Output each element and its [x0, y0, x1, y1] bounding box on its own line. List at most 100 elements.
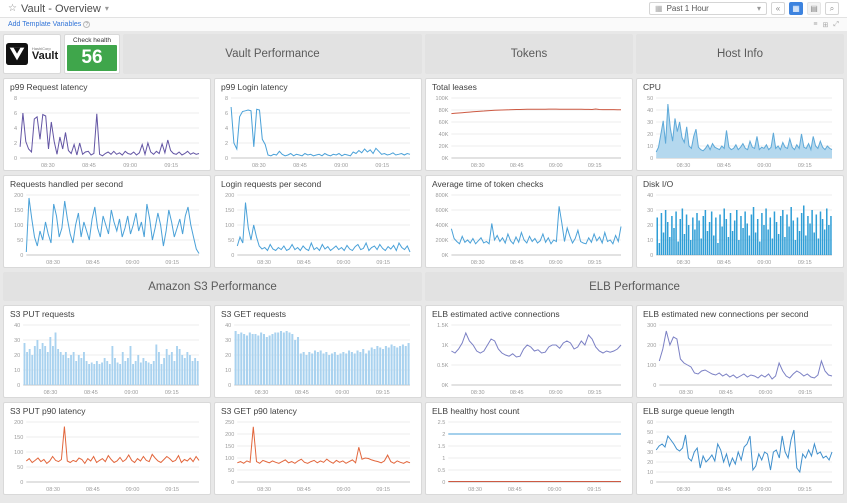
title-caret-down-icon[interactable]: ▾ — [104, 4, 109, 13]
panel-login-requests-per-second[interactable]: Login requests per second 0 50 100 150 200 08… — [214, 175, 422, 268]
check-health-label: Check health — [73, 37, 111, 44]
panel-average-time-of-token-checks[interactable]: Average time of token checks 0K 200K 400K 6… — [425, 175, 633, 268]
panel-s3-put-p90-latency[interactable]: S3 PUT p90 latency 0 50 100 150 200 08:30 08:4… — [3, 402, 211, 495]
svg-text:50: 50 — [17, 465, 23, 471]
svg-text:200: 200 — [647, 343, 656, 349]
line-chart[interactable]: 0 0.5 1 1.5 2 2.5 08:30 08:45 09:00 09:15 — [432, 418, 626, 493]
bar-chart[interactable]: 0 10 20 30 40 08:30 08:45 09:00 09:15 — [10, 321, 204, 396]
svg-text:08:45: 08:45 — [510, 260, 524, 266]
check-health-widget[interactable]: Check health 56 — [64, 34, 120, 74]
svg-text:09:15: 09:15 — [588, 390, 602, 396]
grid-view-button[interactable]: ▦ — [789, 2, 803, 15]
panel-elb-surge-queue-length[interactable]: ELB surge queue length 0 10 20 30 40 50 60 08:3… — [636, 402, 844, 495]
add-template-variables-link[interactable]: Add Template Variables ? — [8, 21, 91, 28]
svg-text:40K: 40K — [439, 132, 449, 138]
panel-title: Disk I/O — [643, 179, 674, 189]
svg-text:2: 2 — [225, 141, 228, 147]
panel-s3-get-p90-latency[interactable]: S3 GET p90 latency 0 50 100 150 200 250 08:30 0… — [214, 402, 422, 495]
svg-text:09:15: 09:15 — [587, 487, 601, 493]
svg-text:09:00: 09:00 — [549, 260, 563, 266]
list-view-button[interactable]: ▤ — [807, 2, 821, 15]
fullscreen-icon[interactable]: ⤢ — [833, 20, 839, 28]
panel-disk-io[interactable]: Disk I/O 0 10 20 30 40 08:30 08:45 09:00 09:15 — [636, 175, 844, 268]
dashboard-grid: HashiCorp Vault Check health 56 Vault Pe… — [0, 31, 847, 498]
svg-text:100: 100 — [225, 456, 234, 462]
panel-title: S3 PUT p90 latency — [10, 406, 86, 416]
svg-text:10: 10 — [14, 368, 20, 374]
bar-chart[interactable]: 0 10 20 30 40 08:30 08:45 09:00 09:15 — [221, 321, 415, 396]
panel-elb-estimated-new-connections-per-second[interactable]: ELB estimated new connections per second… — [636, 305, 844, 398]
svg-text:09:15: 09:15 — [798, 390, 812, 396]
favorite-star-icon[interactable]: ☆ — [8, 3, 17, 14]
svg-text:09:00: 09:00 — [124, 390, 138, 396]
panel-cpu[interactable]: CPU 0 10 20 30 40 50 08:30 08:45 09:00 09:15 — [636, 78, 844, 171]
svg-text:09:15: 09:15 — [376, 260, 390, 266]
search-button[interactable]: ⌕ — [825, 2, 839, 15]
svg-text:150: 150 — [225, 444, 234, 450]
svg-text:40: 40 — [225, 323, 231, 329]
svg-text:08:45: 08:45 — [717, 260, 731, 266]
svg-text:09:15: 09:15 — [165, 260, 179, 266]
panel-requests-handled-per-second[interactable]: Requests handled per second 0 50 100 150 200… — [3, 175, 211, 268]
panel-s3-put-requests[interactable]: S3 PUT requests 0 10 20 30 40 08:30 08:45 09:00… — [3, 305, 211, 398]
svg-text:08:45: 08:45 — [82, 163, 96, 169]
svg-text:100: 100 — [647, 363, 656, 369]
top-navigation-bar: ☆ Vault - Overview ▾ ▦ Past 1 Hour ▾ « ▦… — [0, 0, 847, 18]
line-chart[interactable]: 0 50 100 150 200 08:30 08:45 09:00 09:15 — [10, 191, 204, 266]
svg-text:08:30: 08:30 — [46, 487, 60, 493]
dashboard-toolbar: Add Template Variables ? ≡ ⊞ ⤢ — [0, 18, 847, 31]
svg-text:09:00: 09:00 — [549, 163, 563, 169]
svg-text:08:30: 08:30 — [471, 390, 485, 396]
help-icon[interactable]: ? — [83, 21, 91, 28]
panel-title: ELB healthy host count — [432, 406, 520, 416]
tv-mode-icon[interactable]: ⊞ — [822, 21, 829, 29]
panel-p99-request-latency[interactable]: p99 Request latency 0 2 4 6 8 08:30 08:45 09:00… — [3, 78, 211, 171]
svg-text:200K: 200K — [436, 238, 449, 244]
svg-text:09:15: 09:15 — [165, 390, 179, 396]
svg-text:09:15: 09:15 — [376, 487, 390, 493]
line-chart[interactable]: 0 50 100 150 200 250 08:30 08:45 09:00 09:15 — [221, 418, 415, 493]
svg-text:08:30: 08:30 — [468, 487, 482, 493]
line-chart[interactable]: 0 10 20 30 40 50 60 08:30 08:45 09:00 09:15 — [643, 418, 837, 493]
svg-text:08:45: 08:45 — [297, 487, 311, 493]
svg-text:80K: 80K — [439, 108, 449, 114]
line-chart[interactable]: 0 100 200 300 08:30 08:45 09:00 09:15 — [643, 321, 837, 396]
svg-text:200: 200 — [225, 432, 234, 438]
vault-logo-icon — [5, 43, 28, 65]
panel-elb-estimated-active-connections[interactable]: ELB estimated active connections 0K 0.5K 1… — [425, 305, 633, 398]
svg-text:09:15: 09:15 — [798, 163, 812, 169]
svg-text:0: 0 — [653, 383, 656, 389]
svg-text:400K: 400K — [436, 223, 449, 229]
svg-text:09:00: 09:00 — [126, 487, 140, 493]
notes-menu-icon[interactable]: ≡ — [813, 20, 818, 28]
panel-p99-login-latency[interactable]: p99 Login latency 0 2 4 6 8 08:30 08:45 09:00 09… — [214, 78, 422, 171]
line-chart[interactable]: 0 2 4 6 8 08:30 08:45 09:00 09:15 — [221, 94, 415, 169]
panel-total-leases[interactable]: Total leases 0K 20K 40K 60K 80K 100K 08:30 08:4… — [425, 78, 633, 171]
line-chart[interactable]: 0 50 100 150 200 08:30 08:45 09:00 09:15 — [10, 418, 204, 493]
panel-title: Average time of token checks — [432, 179, 544, 189]
panel-elb-healthy-host-count[interactable]: ELB healthy host count 0 0.5 1 1.5 2 2.5 08:30… — [425, 402, 633, 495]
area-chart[interactable]: 0 10 20 30 40 50 08:30 08:45 09:00 09:15 — [643, 94, 837, 169]
panel-s3-get-requests[interactable]: S3 GET requests 0 10 20 30 40 08:30 08:45 09:00… — [214, 305, 422, 398]
line-chart[interactable]: 0 50 100 150 200 08:30 08:45 09:00 09:15 — [221, 191, 415, 266]
logo-subtext: HashiCorp — [31, 45, 51, 51]
svg-text:08:45: 08:45 — [508, 487, 522, 493]
svg-text:20: 20 — [14, 353, 20, 359]
svg-text:250: 250 — [225, 420, 234, 426]
line-chart[interactable]: 0K 0.5K 1K 1.5K 08:30 08:45 09:00 09:15 — [432, 321, 626, 396]
svg-text:60: 60 — [647, 420, 653, 426]
panel-title: S3 GET requests — [221, 309, 287, 319]
calendar-icon: ▦ — [655, 4, 663, 13]
svg-text:08:30: 08:30 — [46, 260, 60, 266]
svg-text:09:00: 09:00 — [337, 487, 351, 493]
svg-text:200: 200 — [14, 420, 23, 426]
previous-timeframe-button[interactable]: « — [771, 2, 785, 15]
svg-text:0: 0 — [228, 383, 231, 389]
bar-chart[interactable]: 0 10 20 30 40 08:30 08:45 09:00 09:15 — [643, 191, 837, 266]
line-chart[interactable]: 0K 20K 40K 60K 80K 100K 08:30 08:45 09:00 09:15 — [432, 94, 626, 169]
svg-text:0K: 0K — [442, 383, 449, 389]
line-chart[interactable]: 0 2 4 6 8 08:30 08:45 09:00 09:15 — [10, 94, 204, 169]
time-range-picker[interactable]: ▦ Past 1 Hour ▾ — [649, 2, 767, 15]
svg-text:1.5: 1.5 — [438, 444, 446, 450]
line-chart[interactable]: 0K 200K 400K 600K 800K 08:30 08:45 09:00 09:15 — [432, 191, 626, 266]
